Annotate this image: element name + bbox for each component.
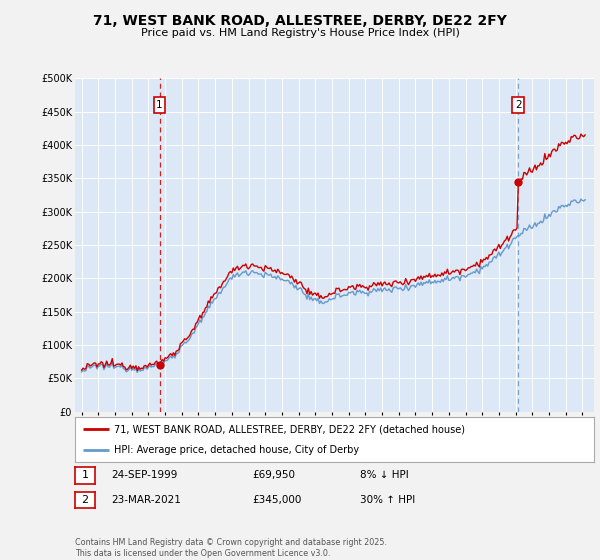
Text: Price paid vs. HM Land Registry's House Price Index (HPI): Price paid vs. HM Land Registry's House …	[140, 28, 460, 38]
Text: 1: 1	[82, 470, 88, 480]
Text: 71, WEST BANK ROAD, ALLESTREE, DERBY, DE22 2FY (detached house): 71, WEST BANK ROAD, ALLESTREE, DERBY, DE…	[114, 424, 465, 435]
Text: 30% ↑ HPI: 30% ↑ HPI	[360, 494, 415, 505]
Text: 2: 2	[515, 100, 521, 110]
Text: 8% ↓ HPI: 8% ↓ HPI	[360, 470, 409, 480]
Text: 71, WEST BANK ROAD, ALLESTREE, DERBY, DE22 2FY: 71, WEST BANK ROAD, ALLESTREE, DERBY, DE…	[93, 14, 507, 28]
Text: HPI: Average price, detached house, City of Derby: HPI: Average price, detached house, City…	[114, 445, 359, 455]
Text: 23-MAR-2021: 23-MAR-2021	[111, 494, 181, 505]
Text: £69,950: £69,950	[252, 470, 295, 480]
Text: 1: 1	[156, 100, 163, 110]
Text: Contains HM Land Registry data © Crown copyright and database right 2025.
This d: Contains HM Land Registry data © Crown c…	[75, 538, 387, 558]
Text: 24-SEP-1999: 24-SEP-1999	[111, 470, 178, 480]
Text: £345,000: £345,000	[252, 494, 301, 505]
Text: 2: 2	[82, 495, 88, 505]
